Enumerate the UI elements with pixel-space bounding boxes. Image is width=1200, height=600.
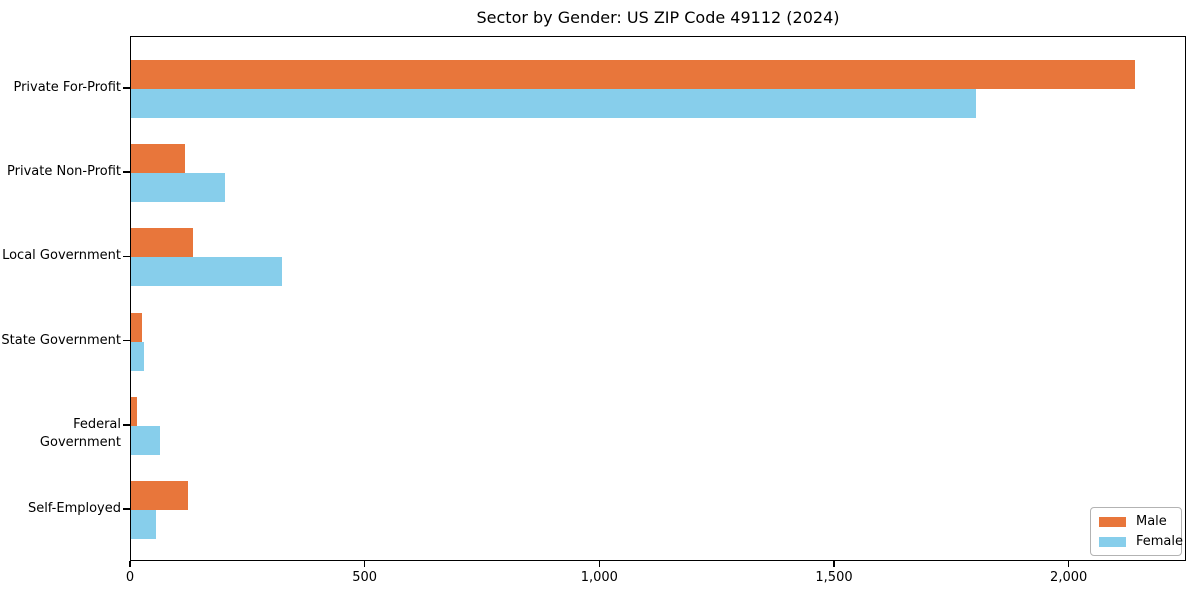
x-axis-tick xyxy=(598,561,601,567)
bar-female-federal-government xyxy=(131,425,161,455)
y-axis-tick xyxy=(123,171,130,173)
legend: Male Female xyxy=(1090,507,1183,556)
x-axis-tick xyxy=(363,561,366,567)
y-axis-tick xyxy=(123,508,130,510)
legend-swatch-male xyxy=(1099,516,1126,527)
bar-female-state-government xyxy=(131,341,145,371)
legend-swatch-female xyxy=(1099,536,1126,547)
y-axis-label: Private For-Profit xyxy=(13,80,121,95)
bar-female-private-for-profit xyxy=(131,89,977,118)
legend-item-female: Female xyxy=(1099,535,1183,548)
chart-title: Sector by Gender: US ZIP Code 49112 (202… xyxy=(476,8,840,27)
bar-female-self-employed xyxy=(131,510,156,539)
bar-male-private-non-profit xyxy=(131,144,185,174)
y-axis-tick xyxy=(123,87,130,89)
bar-male-federal-government xyxy=(131,396,138,426)
y-axis-tick xyxy=(123,255,130,258)
bar-male-private-for-profit xyxy=(131,60,1135,89)
y-axis-label: Local Government xyxy=(2,248,121,264)
x-axis-tick xyxy=(129,561,131,567)
y-axis-label: Private Non-Profit xyxy=(7,164,121,180)
y-axis-tick xyxy=(123,424,130,426)
x-axis-tick-label: 1,500 xyxy=(815,570,853,585)
x-axis-tick-label: 1,000 xyxy=(580,570,618,585)
x-axis-tick-label: 0 xyxy=(125,570,135,585)
y-axis-label: Self-Employed xyxy=(27,501,121,516)
x-axis-tick-label: 500 xyxy=(352,570,378,585)
bar-male-local-government xyxy=(131,228,193,258)
legend-label: Male xyxy=(1136,514,1167,529)
y-axis-label: State Government xyxy=(1,332,121,348)
bar-female-local-government xyxy=(131,257,282,287)
bar-male-state-government xyxy=(131,312,142,342)
bar-male-self-employed xyxy=(131,481,188,510)
bar-female-private-non-profit xyxy=(131,173,225,203)
y-axis-tick xyxy=(123,339,130,342)
y-axis-label: Federal Government xyxy=(39,416,121,450)
plot-area xyxy=(130,36,1186,561)
x-axis-tick xyxy=(833,561,835,567)
x-axis-tick xyxy=(1067,561,1070,567)
legend-item-male: Male xyxy=(1099,515,1173,528)
x-axis-tick-label: 2,000 xyxy=(1050,570,1088,585)
legend-label: Female xyxy=(1136,534,1184,549)
